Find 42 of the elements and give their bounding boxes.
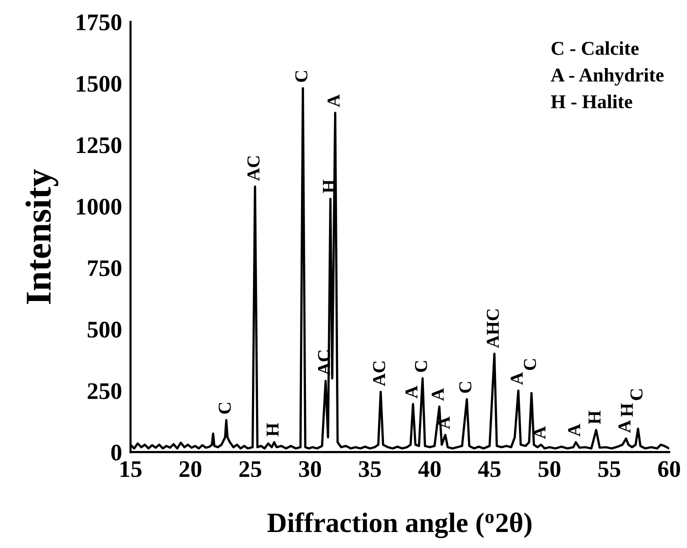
x-tick-label: 20 xyxy=(180,461,202,478)
x-tick-label: 55 xyxy=(598,461,620,478)
x-tick-label: 30 xyxy=(299,461,321,478)
x-tick-label: 60 xyxy=(658,461,680,478)
x-tick-label: 25 xyxy=(239,461,262,478)
annotation: A xyxy=(405,386,418,398)
y-tick-label: 1000 xyxy=(76,198,122,215)
x-tick-label: 15 xyxy=(120,461,142,478)
annotation: A xyxy=(568,424,580,437)
annotation: A xyxy=(432,388,444,401)
annotation: C xyxy=(630,389,643,400)
x-axis-title: Diffraction angle ($^{o}$2θ) xyxy=(267,512,532,538)
annotation: AHC xyxy=(486,309,499,348)
x-tick-label: 35 xyxy=(358,461,381,478)
annotation: C xyxy=(295,71,308,82)
y-tick-label: 1750 xyxy=(76,14,122,30)
y-tick-label: 1500 xyxy=(76,76,122,92)
y-axis-title: Intensity xyxy=(25,169,58,304)
x-tick-label: 45 xyxy=(478,461,501,478)
annotation: AC xyxy=(247,156,260,181)
annotation: C xyxy=(218,402,231,414)
x-tick-label: 50 xyxy=(538,461,560,478)
annotation: C - Calcite xyxy=(552,41,639,55)
annotation: A xyxy=(510,372,523,385)
y-tick-label: 750 xyxy=(88,260,122,276)
annotation: H xyxy=(588,410,600,424)
annotation: A xyxy=(533,426,546,439)
x-tick-label: 40 xyxy=(418,461,441,478)
annotation: A xyxy=(618,420,630,433)
y-tick-label: 0 xyxy=(111,444,122,461)
y-tick-label: 1250 xyxy=(76,137,122,154)
annotation: C xyxy=(459,382,472,393)
annotation: C xyxy=(414,361,428,372)
annotation: H xyxy=(620,403,633,417)
y-tick-label: 250 xyxy=(88,383,122,400)
annotation: AC xyxy=(373,362,386,386)
annotation: H xyxy=(266,422,278,436)
annotation: H - Halite xyxy=(550,94,632,108)
y-tick-label: 500 xyxy=(88,322,122,338)
annotation: A xyxy=(328,94,340,108)
annotation: A - Anhydrite xyxy=(550,68,664,86)
annotation: C xyxy=(524,359,536,370)
